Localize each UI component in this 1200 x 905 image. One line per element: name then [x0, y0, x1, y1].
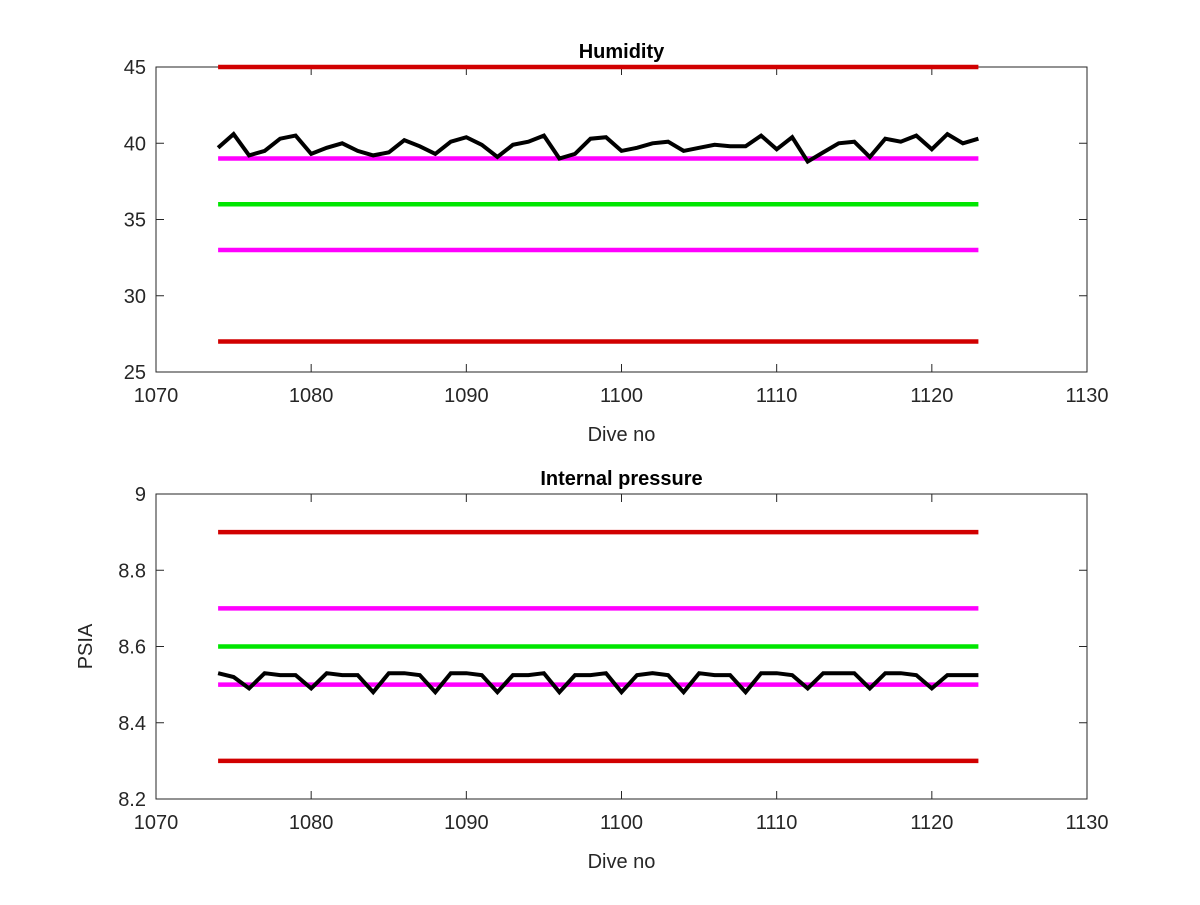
internal-pressure-plot: 1070 1080 1090 1100 1110 1120 1130 8.2 8.4 8.6 8.8…	[75, 468, 1109, 873]
y-tick-label: 30	[124, 286, 146, 308]
y-tick-label: 8.6	[118, 637, 146, 659]
x-tick-label: 1070	[134, 385, 179, 407]
y-axis-label: PSIA	[75, 623, 97, 669]
y-tick-label: 8.2	[118, 789, 146, 811]
x-tick-label: 1100	[600, 812, 643, 834]
x-tick-label: 1130	[1065, 812, 1108, 834]
y-tick-label: 25	[124, 362, 146, 384]
data-series-line	[217, 671, 979, 696]
y-tick-label: 9	[135, 484, 146, 506]
x-axis-label: Dive no	[588, 851, 656, 873]
y-tick-label: 45	[124, 57, 146, 79]
humidity-plot: 1070 1080 1090 1100 1110 1120 1130 25 30 35 40 45 Hu…	[124, 41, 1109, 446]
x-tick-label: 1120	[910, 385, 953, 407]
x-tick-label: 1110	[756, 385, 798, 407]
x-axis-label: Dive no	[588, 424, 656, 446]
y-tick-label: 8.8	[118, 560, 146, 582]
x-tick-label: 1090	[444, 385, 489, 407]
x-tick-label: 1100	[600, 385, 643, 407]
y-tick-label: 40	[124, 133, 146, 155]
data-series-line	[216, 131, 979, 165]
x-tick-label: 1130	[1065, 385, 1108, 407]
x-tick-label: 1080	[289, 385, 334, 407]
x-tick-label: 1080	[289, 812, 334, 834]
x-tick-label: 1110	[756, 812, 798, 834]
x-tick-label: 1090	[444, 812, 489, 834]
x-tick-label: 1120	[910, 812, 953, 834]
chart-title: Humidity	[579, 41, 665, 63]
y-tick-label: 35	[124, 210, 146, 232]
chart-title: Internal pressure	[540, 468, 702, 490]
y-tick-label: 8.4	[118, 713, 146, 735]
x-tick-label: 1070	[134, 812, 179, 834]
axes-box	[155, 66, 1088, 373]
